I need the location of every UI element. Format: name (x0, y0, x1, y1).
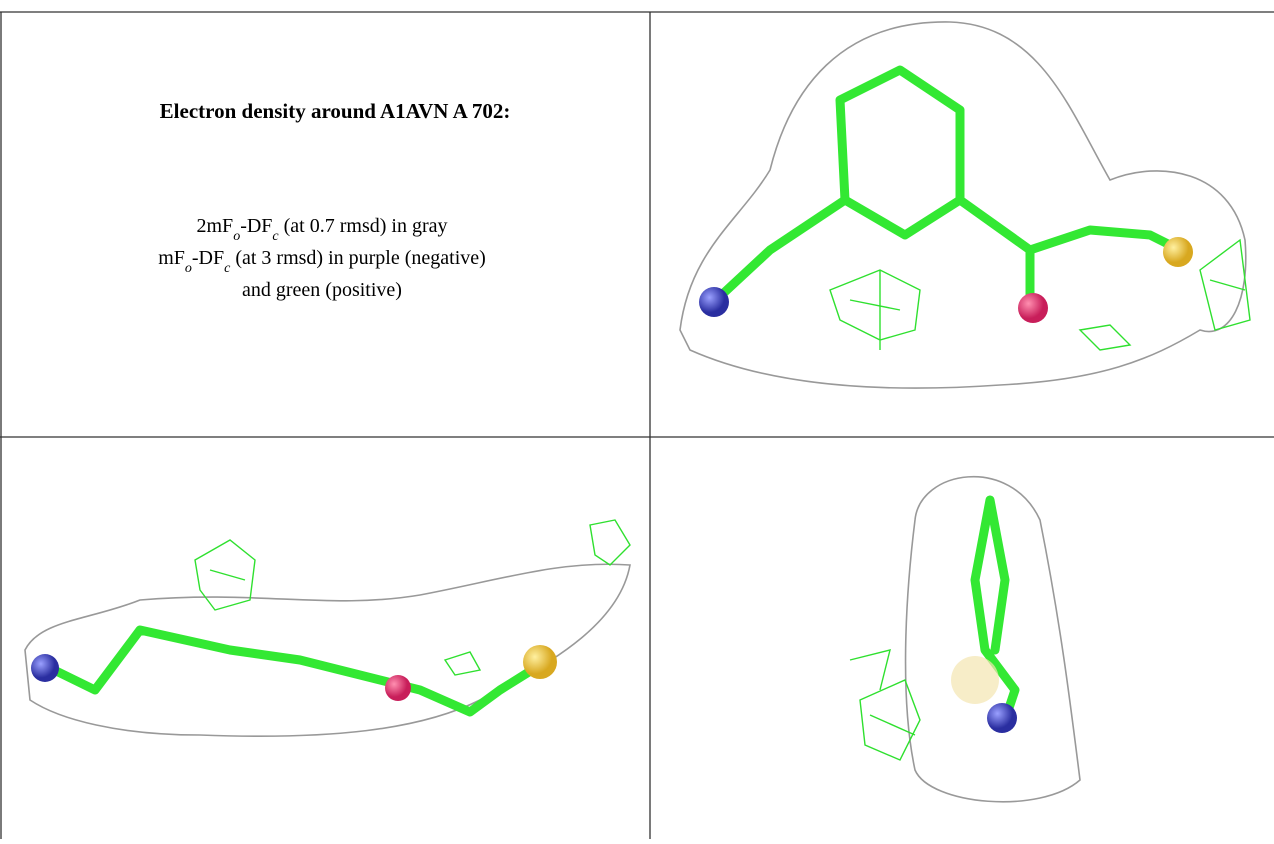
density-view-1 (680, 22, 1250, 388)
page: Electron density around A1AVN A 702: 2mF… (0, 0, 1274, 839)
density-view-3 (850, 477, 1080, 802)
caption-line: and green (positive) (242, 279, 402, 301)
table-border (0, 12, 1274, 839)
density-view-2 (25, 520, 630, 736)
caption-line: 2mFo-DFc (at 0.7 rmsd) in gray (197, 215, 448, 244)
text-run: and green (positive) (242, 279, 402, 301)
caption-title: Electron density around A1AVN A 702: (160, 99, 511, 123)
text-run: -DF (192, 247, 224, 269)
figure: Electron density around A1AVN A 702: 2mF… (0, 0, 1274, 839)
text-run: mF (158, 247, 185, 269)
caption-lines: 2mFo-DFc (at 0.7 rmsd) in gray mFo-DFc (a… (158, 215, 486, 301)
text-run: -DF (240, 215, 272, 237)
caption-line: mFo-DFc (at 3 rmsd) in purple (negative) (158, 247, 486, 276)
subscript: o (185, 261, 192, 276)
text-run: (at 0.7 rmsd) in gray (279, 215, 448, 237)
text-run: (at 3 rmsd) in purple (negative) (230, 247, 485, 269)
text-run: 2mF (197, 215, 234, 237)
subscript: o (233, 229, 240, 244)
